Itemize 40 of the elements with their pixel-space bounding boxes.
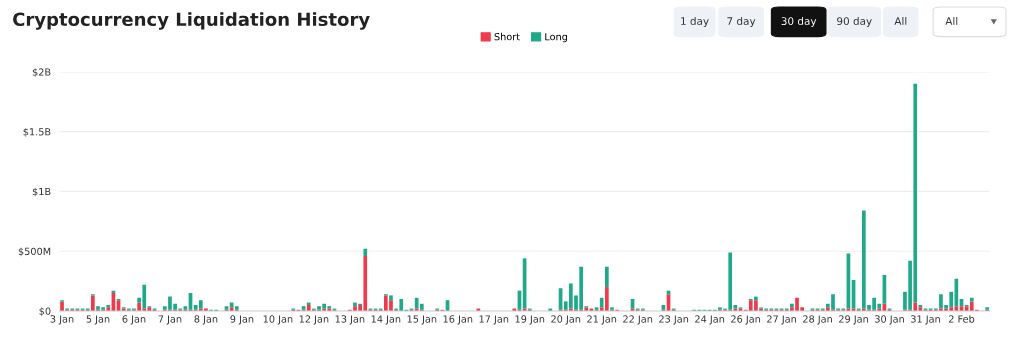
y-tick-label: $500M xyxy=(18,247,51,257)
legend-label: Long xyxy=(545,33,568,43)
x-tick-label: 24 Jan xyxy=(695,315,725,325)
y-tick-label: $1.5B xyxy=(23,127,51,137)
x-tick-label: 12 Jan xyxy=(299,315,329,325)
x-tick-label: 29 Jan xyxy=(839,315,868,325)
x-tick-label: 7 Jan xyxy=(158,315,182,325)
text: 90 day xyxy=(837,16,872,28)
text: 30 day xyxy=(781,16,817,28)
x-tick-label: 20 Jan xyxy=(551,315,581,325)
x-tick-label: 19 Jan xyxy=(515,315,545,325)
x-tick-label: 2 Feb xyxy=(948,315,975,323)
x-tick-label: 6 Jan xyxy=(122,315,146,325)
x-tick-label: 9 Jan xyxy=(230,315,254,325)
text: 7 day xyxy=(727,16,756,28)
x-tick-label: 31 Jan xyxy=(911,315,940,325)
x-tick-label: 8 Jan xyxy=(194,315,218,325)
x-tick-label: 23 Jan xyxy=(659,315,689,325)
chart-title: Cryptocurrency Liquidation History xyxy=(13,12,370,30)
x-tick-label: 15 Jan xyxy=(407,315,437,325)
y-tick-label: $0 xyxy=(39,307,51,317)
x-tick-label: 22 Jan xyxy=(623,315,653,325)
text: All xyxy=(945,16,958,25)
text: 1 day xyxy=(681,16,709,28)
x-tick-label: 21 Jan xyxy=(587,315,617,325)
x-tick-label: 5 Jan xyxy=(86,315,110,325)
x-tick-label: 27 Jan xyxy=(767,315,796,325)
y-tick-label: $1B xyxy=(32,187,51,197)
legend-label: Short xyxy=(494,32,520,41)
x-tick-label: 13 Jan xyxy=(335,315,365,325)
text: All xyxy=(894,16,907,25)
x-tick-label: 16 Jan xyxy=(443,315,473,325)
x-tick-label: 17 Jan xyxy=(479,315,509,325)
x-tick-label: 28 Jan xyxy=(803,315,832,325)
x-tick-label: 10 Jan xyxy=(263,315,293,325)
x-tick-label: 14 Jan xyxy=(371,315,401,325)
y-tick-label: $2B xyxy=(32,68,51,78)
x-tick-label: 26 Jan xyxy=(731,315,761,325)
x-tick-label: 30 Jan xyxy=(875,315,904,325)
x-tick-label: 3 Jan xyxy=(50,315,74,325)
